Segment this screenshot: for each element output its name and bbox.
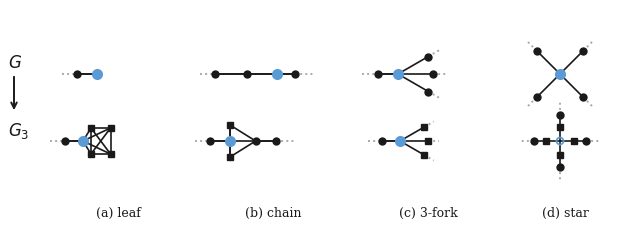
Bar: [88, 125, 94, 131]
Text: (b) chain: (b) chain: [244, 207, 301, 220]
Bar: [227, 154, 233, 160]
Bar: [543, 138, 549, 144]
Bar: [421, 152, 428, 158]
Text: (c) 3-fork: (c) 3-fork: [399, 207, 458, 220]
Bar: [421, 124, 428, 130]
Bar: [571, 138, 577, 144]
Bar: [88, 151, 94, 157]
Text: (a) leaf: (a) leaf: [95, 207, 140, 220]
Text: (d) star: (d) star: [541, 207, 588, 220]
Bar: [557, 152, 563, 158]
Bar: [108, 151, 113, 157]
Bar: [108, 125, 113, 131]
Text: $G_3$: $G_3$: [8, 121, 29, 141]
Bar: [557, 124, 563, 130]
Text: $G$: $G$: [8, 55, 22, 73]
Bar: [227, 122, 233, 128]
Bar: [425, 138, 431, 144]
